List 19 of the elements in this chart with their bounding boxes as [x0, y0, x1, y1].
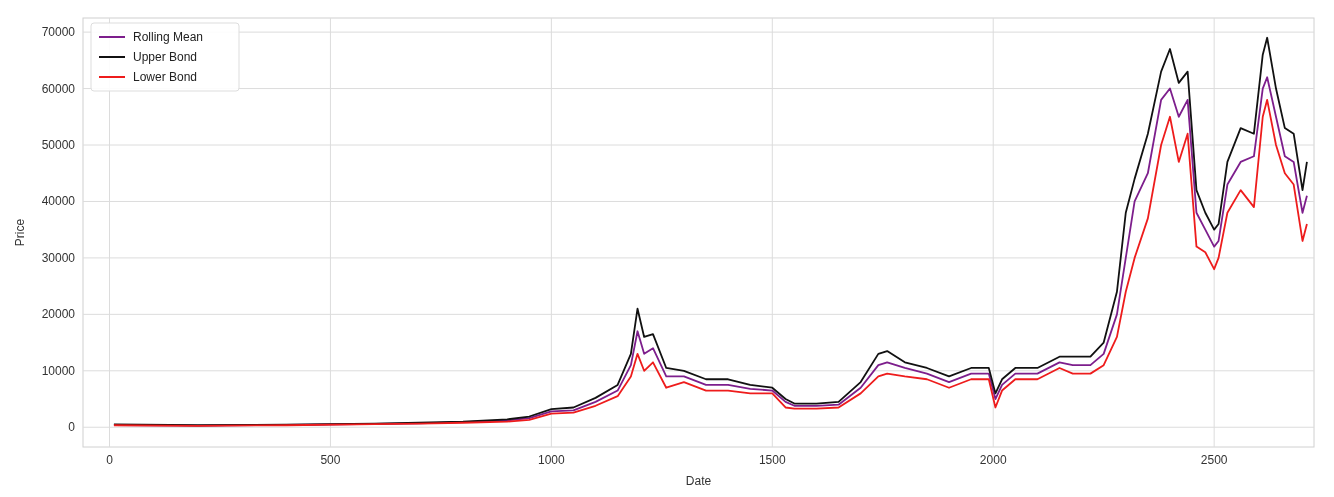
- y-tick-label: 0: [68, 420, 76, 435]
- x-tick-label: 0: [106, 453, 114, 467]
- legend-label: Lower Bond: [133, 70, 198, 84]
- x-tick-label: 1000: [538, 453, 566, 467]
- y-tick-label: 50000: [41, 138, 76, 153]
- legend-label: Upper Bond: [133, 50, 198, 64]
- x-tick-label: 2500: [1200, 453, 1228, 467]
- x-tick-label: 1500: [758, 453, 786, 467]
- x-tick-label: 2000: [979, 453, 1007, 467]
- y-tick-label: 20000: [41, 307, 76, 322]
- y-tick-label: 60000: [41, 81, 76, 96]
- y-tick-label: 30000: [41, 250, 76, 265]
- y-tick-label: 40000: [41, 194, 76, 209]
- legend-label: Rolling Mean: [133, 30, 204, 44]
- x-tick-label: 500: [320, 453, 341, 467]
- y-axis-title: Price: [13, 218, 27, 247]
- y-tick-label: 70000: [41, 25, 76, 40]
- y-tick-label: 10000: [41, 363, 76, 378]
- x-axis-title: Date: [685, 474, 712, 488]
